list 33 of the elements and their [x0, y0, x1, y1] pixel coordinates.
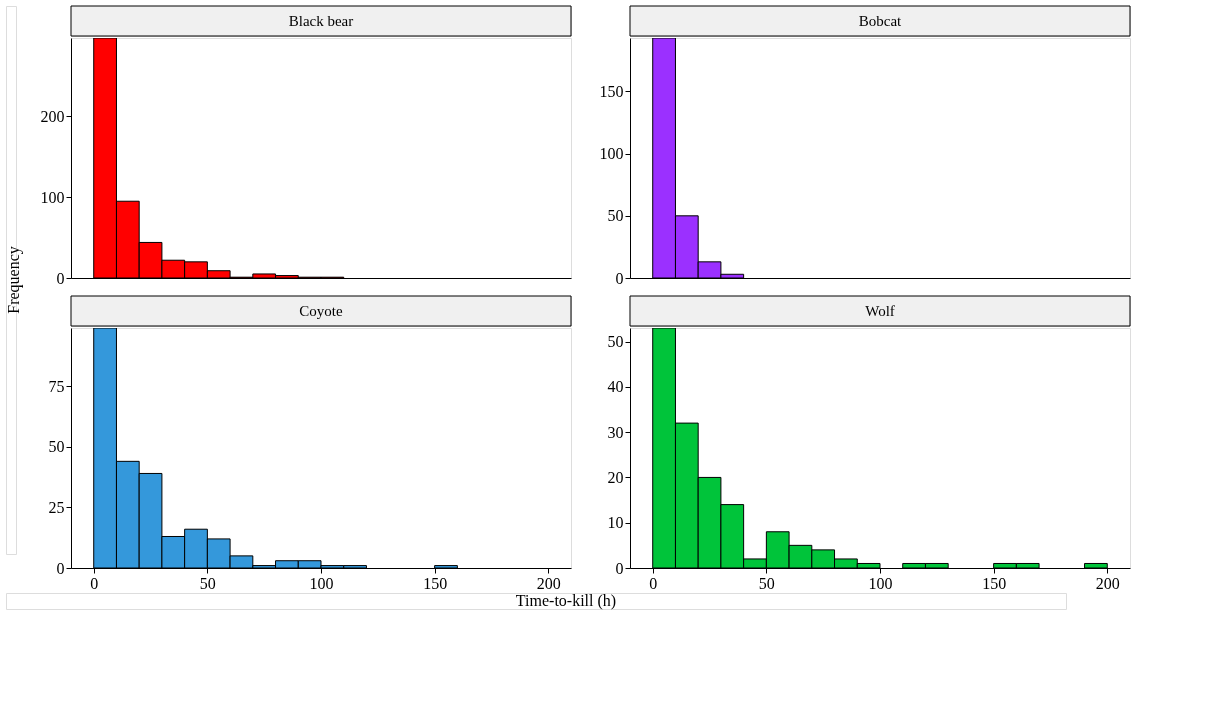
x-tick-label: 150: [423, 574, 448, 592]
x-tick-label: 50: [758, 574, 775, 592]
x-tick-label: 100: [309, 574, 334, 592]
x-tick-label: 100: [868, 574, 893, 592]
y-tick-label: 0: [56, 269, 65, 287]
y-tick-label: 0: [615, 559, 624, 577]
x-tick-label: 200: [536, 574, 561, 592]
chart-title: Coyote: [299, 303, 343, 319]
y-tick-label: 75: [48, 377, 65, 395]
y-axis-title: Frequency: [5, 246, 23, 314]
y-tick-label: 0: [56, 559, 65, 577]
x-tick-label: 150: [982, 574, 1007, 592]
y-tick-label: 200: [40, 107, 65, 125]
y-tick-label: 20: [607, 468, 624, 486]
chart-title: Black bear: [288, 13, 354, 29]
y-tick-label: 50: [48, 438, 65, 456]
y-tick-label: 30: [607, 423, 624, 441]
y-tick-label: 100: [40, 188, 65, 206]
y-tick-label: 10: [607, 514, 624, 532]
chart-title: Bobcat: [858, 13, 903, 29]
y-tick-label: 0: [615, 269, 624, 287]
x-tick-label: 0: [90, 574, 99, 592]
y-tick-label: 150: [599, 82, 624, 100]
x-tick-label: 50: [199, 574, 216, 592]
y-tick-label: 50: [607, 207, 624, 225]
x-tick-label: 0: [649, 574, 658, 592]
y-tick-label: 100: [599, 145, 624, 163]
y-tick-label: 40: [607, 378, 624, 396]
x-tick-label: 200: [1095, 574, 1120, 592]
x-axis-title: Time-to-kill (h): [515, 592, 617, 610]
y-tick-label: 50: [607, 333, 624, 351]
chart-title: Wolf: [865, 303, 895, 319]
y-tick-label: 25: [48, 498, 65, 516]
